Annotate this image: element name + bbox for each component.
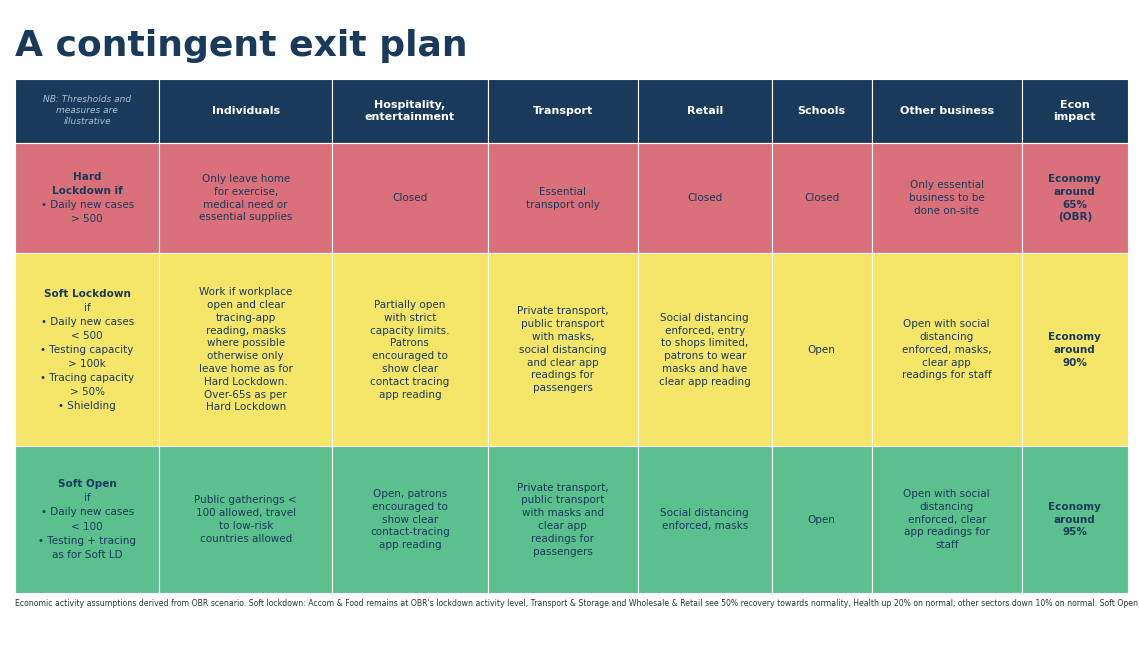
- Text: NB: Thresholds and
measures are
illustrative: NB: Thresholds and measures are illustra…: [43, 95, 131, 126]
- Text: • Shielding: • Shielding: [58, 401, 116, 411]
- Text: as for Soft LD: as for Soft LD: [52, 550, 123, 559]
- Text: • Daily new cases: • Daily new cases: [41, 317, 133, 327]
- Text: Schools: Schools: [797, 105, 845, 116]
- Text: Private transport,
public transport
with masks and
clear app
readings for
passen: Private transport, public transport with…: [517, 483, 608, 557]
- Text: Retail: Retail: [687, 105, 723, 116]
- Text: Soft Lockdown: Soft Lockdown: [43, 289, 131, 299]
- Text: • Daily new cases: • Daily new cases: [41, 200, 133, 210]
- Text: Other business: Other business: [900, 105, 994, 116]
- Text: < 500: < 500: [72, 331, 103, 341]
- Text: Economy
around
90%: Economy around 90%: [1048, 332, 1101, 367]
- Text: Social distancing
enforced, masks: Social distancing enforced, masks: [661, 508, 749, 531]
- Text: Open with social
distancing
enforced, clear
app readings for
staff: Open with social distancing enforced, cl…: [903, 489, 990, 550]
- Text: Transport: Transport: [533, 105, 593, 116]
- Text: Economic activity assumptions derived from OBR scenario. Soft lockdown: Accom & : Economic activity assumptions derived fr…: [15, 599, 1139, 608]
- Text: < 100: < 100: [72, 521, 103, 532]
- Text: Open, patrons
encouraged to
show clear
contact-tracing
app reading: Open, patrons encouraged to show clear c…: [370, 489, 450, 550]
- Text: Private transport,
public transport
with masks,
social distancing
and clear app
: Private transport, public transport with…: [517, 307, 608, 393]
- Text: Open: Open: [808, 345, 836, 355]
- Text: Individuals: Individuals: [212, 105, 280, 116]
- Text: Only essential
business to be
done on-site: Only essential business to be done on-si…: [909, 180, 984, 216]
- Text: > 100k: > 100k: [68, 359, 106, 369]
- Text: Public gatherings <
100 allowed, travel
to low-risk
countries allowed: Public gatherings < 100 allowed, travel …: [195, 495, 297, 544]
- Text: Closed: Closed: [392, 193, 427, 203]
- Text: Open: Open: [808, 515, 836, 525]
- Text: Soft Open: Soft Open: [58, 479, 116, 489]
- Text: • Tracing capacity: • Tracing capacity: [40, 373, 134, 383]
- Text: Closed: Closed: [804, 193, 839, 203]
- Text: Open with social
distancing
enforced, masks,
clear app
readings for staff: Open with social distancing enforced, ma…: [902, 319, 992, 381]
- Text: Lockdown if: Lockdown if: [51, 186, 123, 196]
- Text: • Testing + tracing: • Testing + tracing: [38, 536, 137, 546]
- Text: if: if: [84, 303, 90, 312]
- Text: Hard: Hard: [73, 172, 101, 182]
- Text: if: if: [84, 493, 90, 504]
- Text: > 500: > 500: [72, 214, 103, 224]
- Text: > 50%: > 50%: [69, 387, 105, 397]
- Text: Econ
impact: Econ impact: [1054, 100, 1096, 122]
- Text: • Daily new cases: • Daily new cases: [41, 508, 133, 517]
- Text: Closed: Closed: [687, 193, 722, 203]
- Text: Only leave home
for exercise,
medical need or
essential supplies: Only leave home for exercise, medical ne…: [199, 174, 293, 222]
- Text: Work if workplace
open and clear
tracing-app
reading, masks
where possible
other: Work if workplace open and clear tracing…: [199, 288, 293, 413]
- Text: A contingent exit plan: A contingent exit plan: [15, 29, 467, 64]
- Text: • Testing capacity: • Testing capacity: [41, 345, 133, 355]
- Text: Partially open
with strict
capacity limits.
Patrons
encouraged to
show clear
con: Partially open with strict capacity limi…: [370, 300, 450, 400]
- Text: Social distancing
enforced, entry
to shops limited,
patrons to wear
masks and ha: Social distancing enforced, entry to sho…: [658, 313, 751, 387]
- Text: Essential
transport only: Essential transport only: [526, 187, 600, 210]
- Text: Economy
around
95%: Economy around 95%: [1048, 502, 1101, 537]
- Text: Economy
around
65%
(OBR): Economy around 65% (OBR): [1048, 174, 1101, 222]
- Text: Hospitality,
entertainment: Hospitality, entertainment: [364, 100, 454, 122]
